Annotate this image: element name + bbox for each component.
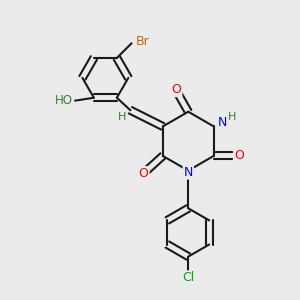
Text: N: N <box>217 116 227 128</box>
Text: H: H <box>118 112 126 122</box>
Text: HO: HO <box>55 94 73 107</box>
Text: O: O <box>234 149 244 162</box>
Text: Br: Br <box>136 35 150 48</box>
Text: H: H <box>228 112 236 122</box>
Text: O: O <box>172 83 182 96</box>
Text: Cl: Cl <box>182 271 194 284</box>
Text: O: O <box>139 167 148 180</box>
Text: N: N <box>184 166 193 178</box>
